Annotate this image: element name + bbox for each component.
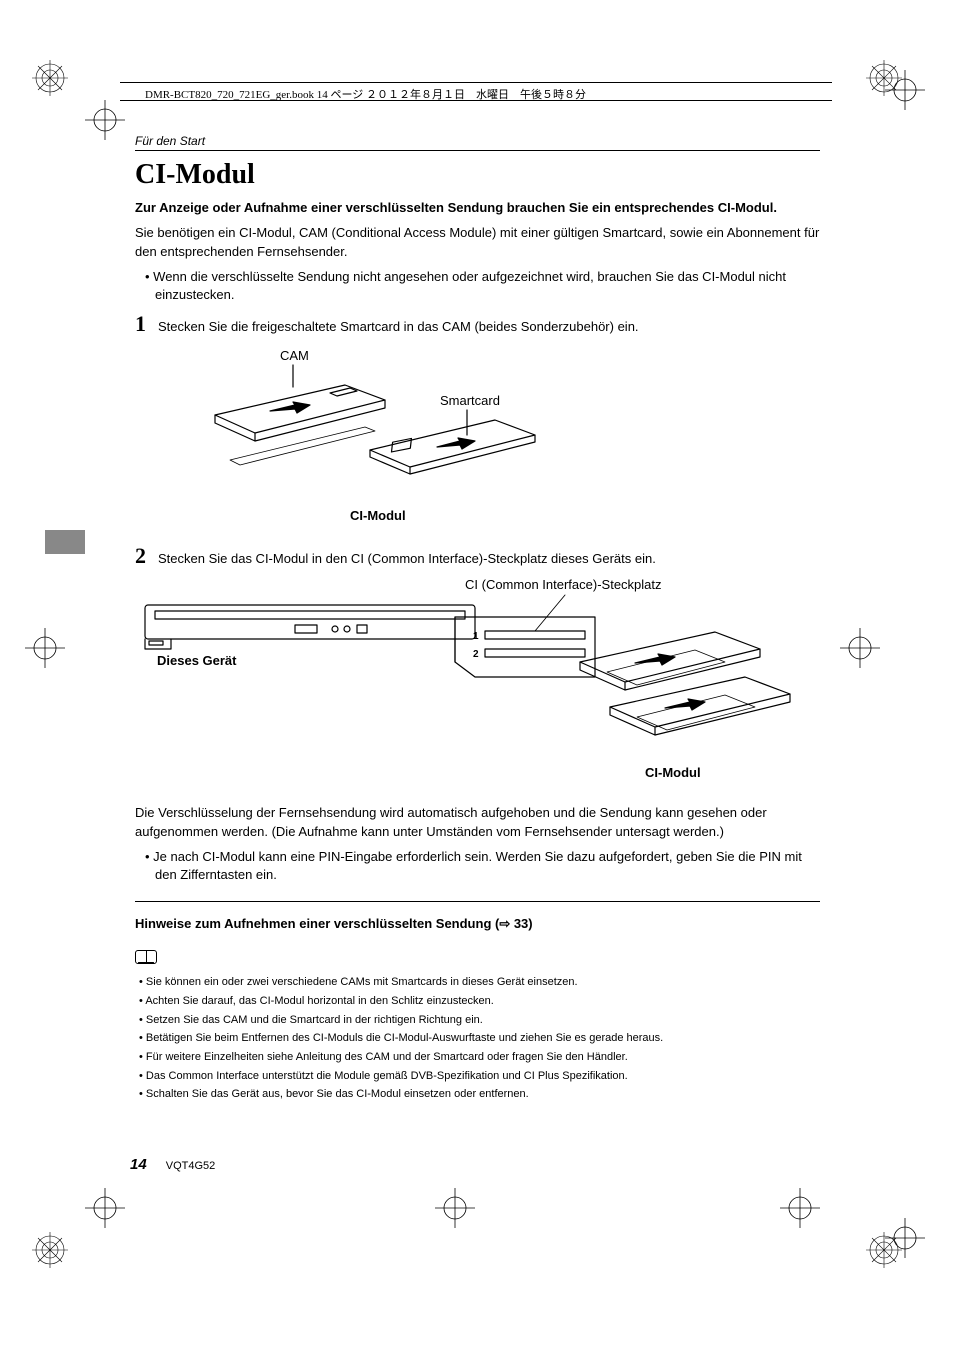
intro-bold: Zur Anzeige oder Aufnahme einer verschlü… [135,199,820,218]
step-number: 1 [135,313,146,335]
hint-title: Hinweise zum Aufnehmen einer verschlüsse… [135,916,820,932]
note-item: Sie können ein oder zwei verschiedene CA… [135,973,820,992]
thumb-tab [45,530,85,554]
header-rule-bottom [120,100,832,101]
doc-code: VQT4G52 [166,1160,216,1172]
svg-text:CI-Modul: CI-Modul [350,508,406,523]
page-footer: 14 VQT4G52 [130,1156,215,1173]
after-paragraph: Die Verschlüsselung der Fernsehsendung w… [135,804,820,842]
step-2: 2 Stecken Sie das CI-Modul in den CI (Co… [135,545,820,569]
note-item: Achten Sie darauf, das CI-Modul horizont… [135,992,820,1011]
svg-text:1: 1 [473,631,479,642]
note-item: Betätigen Sie beim Entfernen des CI-Modu… [135,1029,820,1048]
page-title: CI-Modul [135,159,820,191]
svg-text:Smartcard: Smartcard [440,393,500,408]
svg-text:CI (Common Interface)-Steckpla: CI (Common Interface)-Steckplatz [465,577,662,592]
notes-list: Sie können ein oder zwei verschiedene CA… [135,973,820,1104]
svg-text:CAM: CAM [280,348,309,363]
note-icon [135,950,157,964]
svg-text:2: 2 [473,649,479,660]
step-text: Stecken Sie die freigeschaltete Smartcar… [158,318,639,337]
svg-text:Dieses Gerät: Dieses Gerät [157,653,237,668]
diagram-cam-smartcard: CAM Smartcard [175,345,820,535]
content-divider [135,901,820,902]
intro-body: Sie benötigen ein CI-Modul, CAM (Conditi… [135,224,820,262]
step-1: 1 Stecken Sie die freigeschaltete Smartc… [135,313,820,337]
note-item: Für weitere Einzelheiten siehe Anleitung… [135,1048,820,1067]
section-label: Für den Start [135,134,820,148]
after-bullet: Je nach CI-Modul kann eine PIN-Eingabe e… [135,848,820,886]
section-divider [135,150,820,151]
page-content: Für den Start CI-Modul Zur Anzeige oder … [135,134,820,1104]
note-item: Schalten Sie das Gerät aus, bevor Sie da… [135,1085,820,1104]
svg-text:CI-Modul: CI-Modul [645,765,701,780]
intro-bullet: Wenn die verschlüsselte Sendung nicht an… [135,268,820,306]
note-item: Das Common Interface unterstützt die Mod… [135,1067,820,1086]
header-rule-top [120,82,832,83]
diagram-device-slot: CI (Common Interface)-Steckplatz Dieses … [135,577,820,792]
page-number: 14 [130,1156,147,1173]
note-item: Setzen Sie das CAM und die Smartcard in … [135,1011,820,1030]
step-number: 2 [135,545,146,567]
step-text: Stecken Sie das CI-Modul in den CI (Comm… [158,550,656,569]
